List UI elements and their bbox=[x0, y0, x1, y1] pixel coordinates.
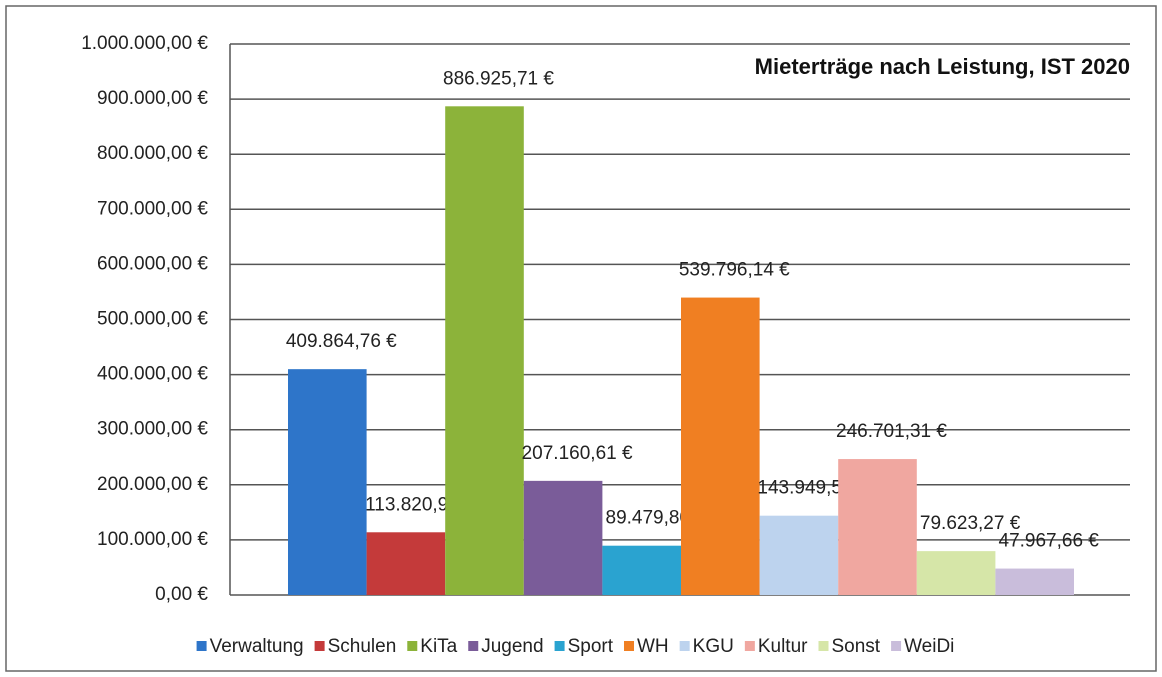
chart-title: Mieterträge nach Leistung, IST 2020 bbox=[755, 54, 1130, 79]
bar bbox=[366, 532, 446, 595]
bar bbox=[759, 515, 839, 595]
y-tick-label: 100.000,00 € bbox=[97, 529, 208, 550]
legend-swatch bbox=[624, 641, 635, 651]
legend-label: KiTa bbox=[420, 636, 457, 657]
legend-label: KGU bbox=[693, 636, 734, 657]
y-tick-label: 800.000,00 € bbox=[97, 143, 208, 164]
legend-swatch bbox=[818, 641, 829, 651]
bar bbox=[995, 568, 1074, 595]
y-tick-label: 900.000,00 € bbox=[97, 88, 208, 109]
legend-label: Jugend bbox=[481, 636, 543, 657]
y-tick-label: 1.000.000,00 € bbox=[81, 33, 208, 54]
data-label: 47.967,66 € bbox=[999, 531, 1100, 552]
legend-label: Sonst bbox=[831, 636, 880, 657]
legend-swatch bbox=[314, 641, 325, 651]
bar bbox=[288, 369, 367, 595]
legend-label: Sport bbox=[568, 636, 614, 657]
bar bbox=[838, 459, 917, 595]
legend-label: Schulen bbox=[328, 636, 397, 657]
legend-swatch bbox=[407, 641, 418, 651]
y-tick-label: 300.000,00 € bbox=[97, 419, 208, 440]
legend-label: WeiDi bbox=[904, 636, 954, 657]
y-tick-label: 500.000,00 € bbox=[97, 309, 208, 330]
data-label: 409.864,76 € bbox=[286, 331, 397, 352]
bar bbox=[916, 551, 996, 595]
legend-label: Verwaltung bbox=[210, 636, 304, 657]
legend-swatch bbox=[679, 641, 690, 651]
data-label: 207.160,61 € bbox=[522, 443, 633, 464]
bar bbox=[445, 106, 524, 596]
bar bbox=[681, 297, 760, 595]
legend-swatch bbox=[196, 641, 207, 651]
legend-swatch bbox=[554, 641, 565, 651]
legend-swatch bbox=[744, 641, 755, 651]
y-tick-label: 700.000,00 € bbox=[97, 198, 208, 219]
data-label: 886.925,71 € bbox=[443, 68, 554, 89]
data-label: 539.796,14 € bbox=[679, 260, 790, 281]
y-tick-label: 600.000,00 € bbox=[97, 253, 208, 274]
bar bbox=[602, 545, 681, 595]
y-tick-label: 200.000,00 € bbox=[97, 474, 208, 495]
bar bbox=[523, 480, 603, 595]
legend-label: WH bbox=[637, 636, 669, 657]
legend-label: Kultur bbox=[758, 636, 808, 657]
data-label: 79.623,27 € bbox=[920, 513, 1021, 534]
y-tick-label: 0,00 € bbox=[155, 584, 208, 605]
legend-swatch bbox=[891, 641, 902, 651]
legend-swatch bbox=[468, 641, 479, 651]
y-tick-label: 400.000,00 € bbox=[97, 364, 208, 385]
data-label: 246.701,31 € bbox=[836, 421, 947, 442]
